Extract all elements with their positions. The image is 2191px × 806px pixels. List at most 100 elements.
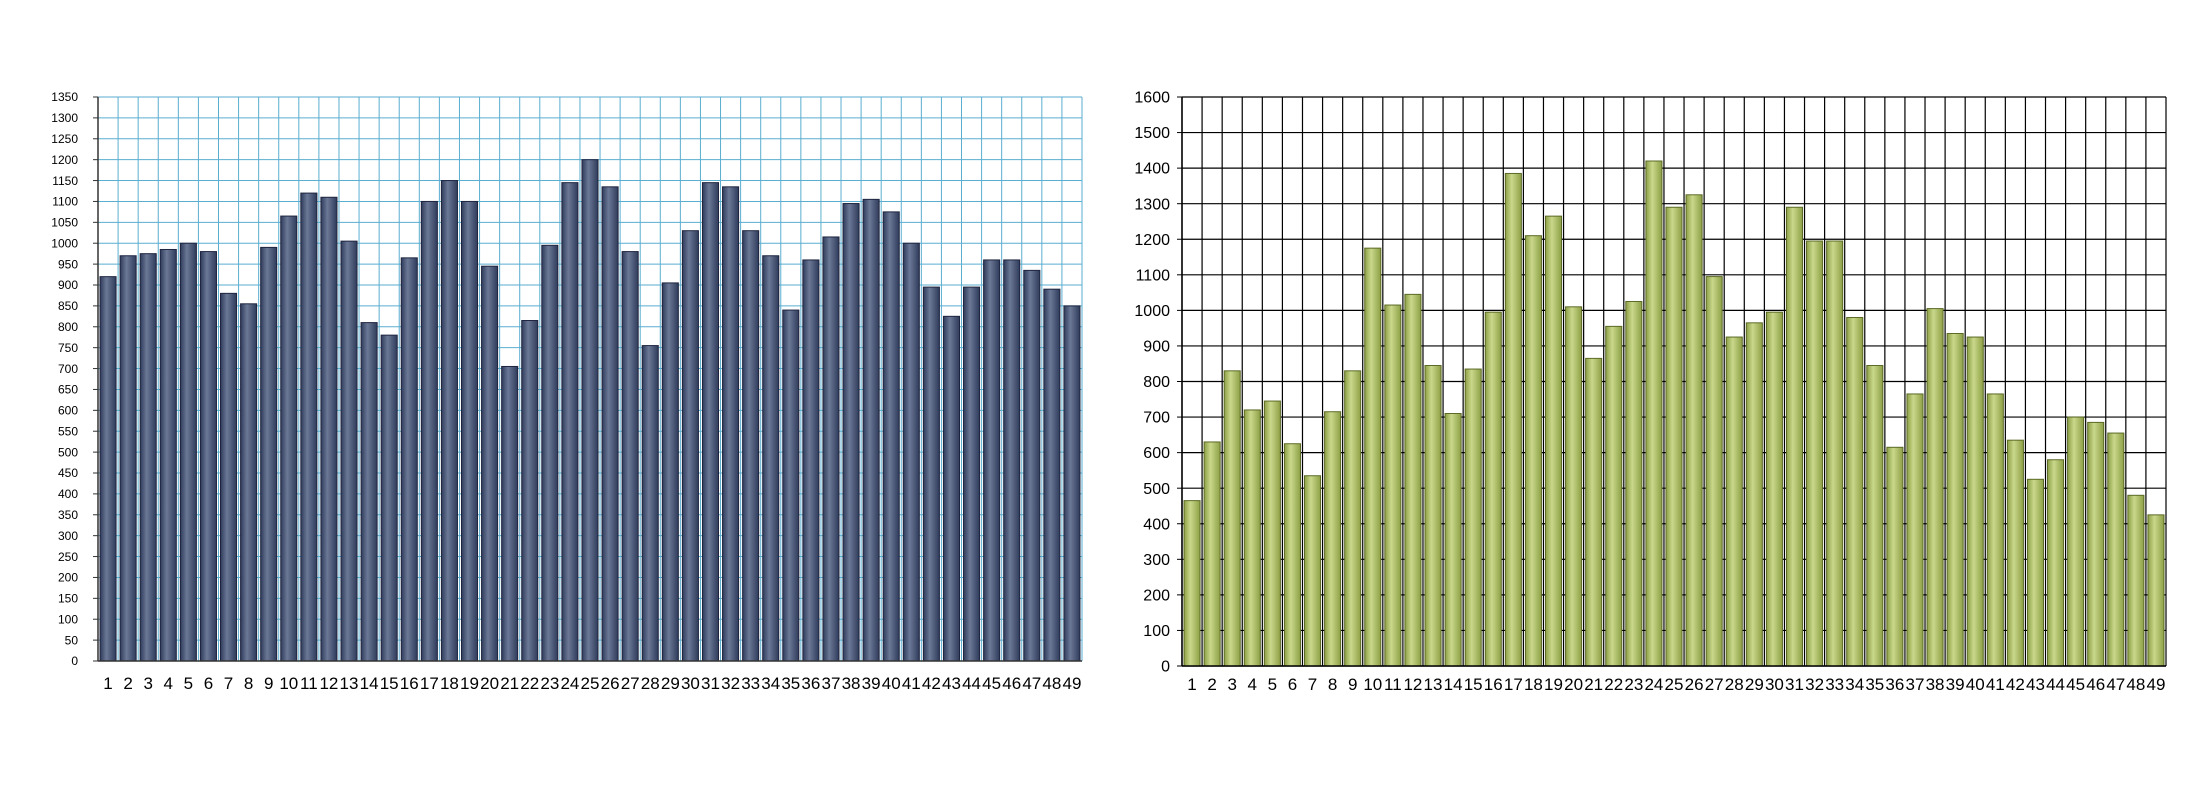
x-tick-label: 23 <box>1624 675 1643 694</box>
bar-11 <box>1384 304 1402 667</box>
bar-45 <box>2067 416 2085 667</box>
x-tick-label: 13 <box>340 674 359 693</box>
bar-chart-left: 0 50 100 150 200 250 300 350 400 450 500 550 600 650 7… <box>51 90 1083 693</box>
x-tick-label: 8 <box>244 674 253 693</box>
x-tick-label: 19 <box>1544 675 1563 694</box>
x-tick-label: 46 <box>1002 674 1021 693</box>
x-tick-label: 2 <box>123 674 132 693</box>
bar-3 <box>1223 370 1241 667</box>
x-tick-label: 43 <box>942 674 961 693</box>
y-tick-label: 1300 <box>51 111 78 125</box>
y-tick-label: 0 <box>71 654 78 668</box>
x-tick-label: 36 <box>1885 675 1904 694</box>
x-tick-label: 12 <box>1403 675 1422 694</box>
y-tick-label: 1100 <box>1136 267 1171 284</box>
x-tick-label: 11 <box>1384 675 1402 694</box>
x-tick-label: 30 <box>681 674 700 693</box>
x-tick-label: 13 <box>1424 675 1443 694</box>
x-tick-label: 39 <box>862 674 881 693</box>
x-tick-label: 36 <box>801 674 820 693</box>
x-tick-label: 45 <box>2066 675 2085 694</box>
bar-25 <box>1665 206 1683 667</box>
bar-40 <box>1966 336 1984 667</box>
x-tick-label: 38 <box>1926 675 1945 694</box>
x-tick-label: 2 <box>1207 675 1216 694</box>
x-tick-label: 5 <box>1268 675 1277 694</box>
bar-47 <box>2107 432 2125 667</box>
x-tick-label: 4 <box>1248 675 1257 694</box>
x-tick-label: 33 <box>741 674 760 693</box>
x-tick-label: 32 <box>721 674 740 693</box>
y-tick-label: 600 <box>1143 445 1170 462</box>
y-tick-label: 250 <box>58 550 78 564</box>
x-tick-label: 21 <box>500 674 519 693</box>
bar-13 <box>1424 364 1442 667</box>
x-tick-label: 37 <box>1906 675 1925 694</box>
x-tick-label: 29 <box>1745 675 1764 694</box>
y-tick-label: 400 <box>58 487 78 501</box>
bar-27 <box>1705 276 1723 667</box>
bar-12 <box>1404 293 1422 667</box>
y-tick-label: 150 <box>58 592 78 606</box>
y-tick-label: 300 <box>1143 552 1170 569</box>
x-tick-label: 43 <box>2026 675 2045 694</box>
y-tick-label: 1600 <box>1134 90 1170 107</box>
bar-9 <box>1344 370 1362 667</box>
x-tick-label: 14 <box>360 674 379 693</box>
x-tick-label: 14 <box>1444 675 1463 694</box>
y-tick-label: 1200 <box>51 153 78 167</box>
x-tick-label: 34 <box>761 674 780 693</box>
x-tick-label: 35 <box>781 674 800 693</box>
x-tick-label: 47 <box>2106 675 2125 694</box>
x-tick-label: 3 <box>1227 675 1236 694</box>
x-tick-label: 44 <box>2046 675 2065 694</box>
y-tick-label: 1500 <box>1134 125 1170 142</box>
x-tick-label: 46 <box>2086 675 2105 694</box>
y-tick-label: 800 <box>58 320 78 334</box>
y-tick-label: 1000 <box>51 236 78 250</box>
bar-14 <box>1444 413 1462 667</box>
y-tick-label: 900 <box>58 278 78 292</box>
y-tick-label: 1250 <box>51 132 78 146</box>
y-tick-label: 450 <box>58 466 78 480</box>
x-tick-label: 18 <box>1524 675 1543 694</box>
x-tick-label: 16 <box>1484 675 1503 694</box>
y-tick-label: 500 <box>1143 481 1170 498</box>
x-tick-label: 22 <box>1604 675 1623 694</box>
bar-36 <box>1886 446 1904 667</box>
x-tick-label: 28 <box>1725 675 1744 694</box>
y-tick-label: 200 <box>1143 587 1170 604</box>
bar-48 <box>2127 494 2145 667</box>
x-tick-label: 17 <box>420 674 439 693</box>
x-tick-label: 15 <box>1464 675 1483 694</box>
x-tick-label: 27 <box>1705 675 1724 694</box>
y-tick-label: 1150 <box>52 174 78 188</box>
y-tick-label: 700 <box>1143 410 1170 427</box>
x-tick-label: 10 <box>279 674 298 693</box>
bar-42 <box>2006 439 2024 667</box>
x-tick-label: 7 <box>1308 675 1317 694</box>
bar-17 <box>1504 172 1522 667</box>
bar-28 <box>1725 336 1743 667</box>
bar-38 <box>1926 308 1944 667</box>
bar-32 <box>1806 240 1824 667</box>
bar-18 <box>1524 235 1542 667</box>
x-tick-label: 27 <box>621 674 640 693</box>
bar-16 <box>1484 311 1502 667</box>
x-tick-label: 17 <box>1504 675 1523 694</box>
x-tick-label: 23 <box>540 674 559 693</box>
bar-22 <box>1605 325 1623 667</box>
bar-39 <box>1946 332 1964 667</box>
x-tick-label: 12 <box>319 674 338 693</box>
x-tick-label: 28 <box>641 674 660 693</box>
bar-7 <box>1303 475 1322 667</box>
x-tick-label: 5 <box>184 674 193 693</box>
bar-8 <box>1324 411 1342 667</box>
x-tick-label: 6 <box>204 674 213 693</box>
x-tick-label: 31 <box>701 674 720 693</box>
x-tick-label: 32 <box>1805 675 1824 694</box>
y-tick-label: 400 <box>1143 516 1170 533</box>
y-tick-label: 1050 <box>51 216 78 230</box>
